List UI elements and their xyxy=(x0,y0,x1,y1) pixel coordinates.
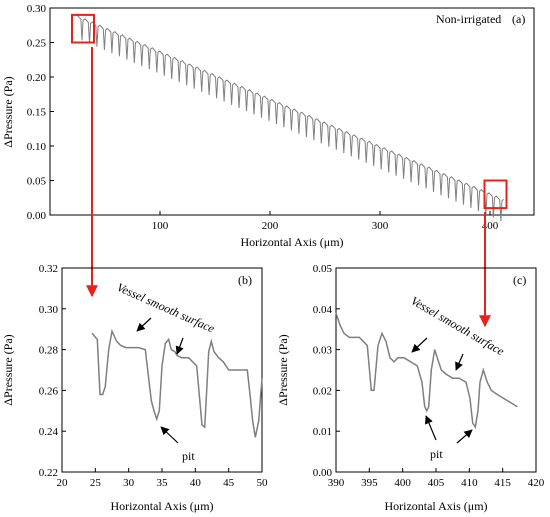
highlight-box-2 xyxy=(483,179,508,210)
ytick-label: 0.20 xyxy=(27,72,47,84)
panel-c-pit-arrow-2 xyxy=(456,429,473,444)
ytick-label: 0.26 xyxy=(39,385,59,397)
xtick-label: 45 xyxy=(223,477,235,489)
panel-a-frame xyxy=(49,7,535,216)
panel-a-highlight-boxes xyxy=(71,13,508,210)
xtick-label: 25 xyxy=(90,477,102,489)
xtick-label: 100 xyxy=(152,220,169,232)
ytick-label: 0.01 xyxy=(313,426,332,438)
xtick-label: 30 xyxy=(123,477,135,489)
xtick-label: 35 xyxy=(157,477,169,489)
panel-a-xlabel: Horizontal Axis (μm) xyxy=(240,235,343,249)
ytick-label: 0.30 xyxy=(27,3,47,15)
panel-c-xlabel: Horizontal Axis (μm) xyxy=(384,499,487,513)
panel-c-ylabel: ΔPressure (Pa) xyxy=(276,334,290,405)
ytick-label: 0.04 xyxy=(313,304,333,316)
panel-c-ticks: 0.00 0.01 0.02 0.03 0.04 0.05 390 395 400 405 410 4… xyxy=(313,263,545,489)
ytick-label: 0.02 xyxy=(313,385,332,397)
ytick-label: 0.10 xyxy=(27,141,47,153)
xtick-label: 415 xyxy=(494,477,511,489)
panel-b-surface-arrow-2 xyxy=(175,337,184,355)
xtick-label: 40 xyxy=(190,477,202,489)
xtick-label: 300 xyxy=(372,220,389,232)
xtick-label: 50 xyxy=(257,477,269,489)
ytick-label: 0.05 xyxy=(27,176,47,188)
xtick-label: 200 xyxy=(262,220,279,232)
ytick-label: 0.25 xyxy=(27,38,47,50)
ytick-label: 0.22 xyxy=(39,467,58,479)
ytick-label: 0.03 xyxy=(313,345,333,357)
panel-b-xlabel: Horizontal Axis (μm) xyxy=(110,499,213,513)
ytick-label: 0.28 xyxy=(39,345,59,357)
panel-c-frame xyxy=(335,267,537,473)
ytick-label: 0.30 xyxy=(39,304,59,316)
ytick-label: 0.00 xyxy=(313,467,333,479)
panel-b-series-line xyxy=(91,328,263,438)
panel-b: 0.22 0.24 0.26 0.28 0.30 0.32 20 25 30 35 40 45 50 (… xyxy=(1,263,268,513)
panel-a-ylabel: ΔPressure (Pa) xyxy=(1,76,15,147)
ytick-label: 0.00 xyxy=(27,210,47,222)
ytick-label: 0.05 xyxy=(313,263,333,275)
panel-c-surface-arrow-1 xyxy=(411,337,428,353)
xtick-label: 420 xyxy=(528,477,545,489)
xtick-label: 410 xyxy=(461,477,478,489)
panel-c-surface-annotation: Vessel smooth surface xyxy=(409,293,508,358)
panel-c-series-line xyxy=(335,312,518,430)
panel-b-surface-annotation: Vessel smooth surface xyxy=(115,280,218,336)
xtick-label: 20 xyxy=(57,477,69,489)
highlight-box-1 xyxy=(71,13,95,44)
panel-c-pit-annotation: pit xyxy=(430,447,443,461)
xtick-label: 400 xyxy=(394,477,411,489)
panel-b-ylabel: ΔPressure (Pa) xyxy=(1,334,15,405)
panel-b-label: (b) xyxy=(238,273,252,287)
panel-b-ticks: 0.22 0.24 0.26 0.28 0.30 0.32 20 25 30 35 40 45 50 xyxy=(39,263,268,489)
panel-c-pit-arrow-1 xyxy=(425,415,437,441)
ytick-label: 0.32 xyxy=(39,263,58,275)
panel-c-label: (c) xyxy=(513,273,526,287)
panel-a-legend-text: Non-irrigated xyxy=(436,12,501,26)
panel-b-pit-annotation: pit xyxy=(182,449,195,463)
xtick-label: 395 xyxy=(361,477,378,489)
panel-c-surface-arrow-2 xyxy=(455,353,464,371)
ytick-label: 0.24 xyxy=(39,426,59,438)
panel-b-surface-arrow-1 xyxy=(136,317,152,332)
panel-a-label: (a) xyxy=(512,12,525,26)
panel-c: 0.00 0.01 0.02 0.03 0.04 0.05 390 395 400 405 410 4… xyxy=(276,263,545,513)
panel-a-series-line xyxy=(77,15,505,221)
xtick-label: 405 xyxy=(428,477,445,489)
panel-b-pit-arrow xyxy=(160,426,179,444)
ytick-label: 0.15 xyxy=(27,107,47,119)
xtick-label: 390 xyxy=(328,477,345,489)
